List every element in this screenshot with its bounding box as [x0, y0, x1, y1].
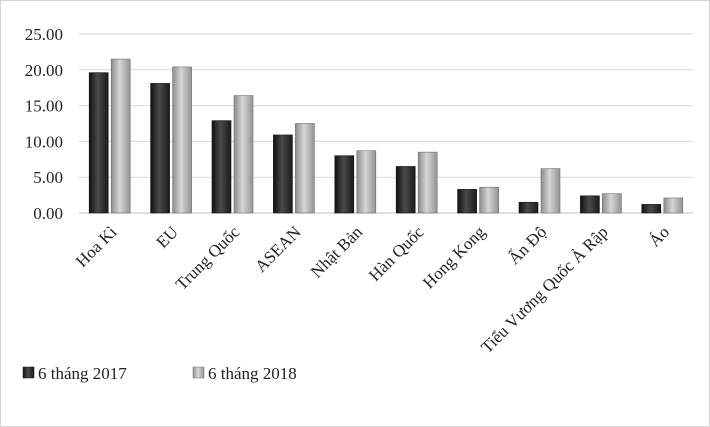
bar-series-1: [150, 83, 170, 214]
y-axis-tick-labels: 0.00 5.00 10.00 15.00 20.00 25.00: [25, 25, 63, 223]
x-category-label: Hong Kong: [419, 222, 489, 292]
bar-series-2: [356, 150, 377, 214]
bar-series-2: [172, 66, 192, 214]
x-category-label: ASEAN: [251, 222, 305, 276]
x-category-label: Trung Quốc: [172, 222, 244, 294]
gridlines: [79, 33, 693, 214]
y-tick-label: 20.00: [25, 61, 63, 80]
bar-series-1: [395, 166, 416, 214]
x-category-label: Hoa Kì: [72, 222, 121, 271]
x-category-label: EU: [152, 222, 181, 251]
bars: [88, 58, 684, 214]
bar-series-1: [334, 155, 355, 214]
legend-label-series-2: 6 tháng 2018: [208, 364, 297, 383]
y-tick-label: 0.00: [33, 204, 63, 223]
bar-series-2: [602, 193, 622, 214]
bar-series-2: [417, 151, 438, 214]
bar-series-1: [273, 134, 293, 214]
bar-series-2: [663, 197, 684, 214]
bar-series-1: [518, 201, 539, 214]
y-tick-label: 10.00: [25, 132, 63, 151]
x-category-label: Hàn Quốc: [365, 222, 428, 285]
bar-series-2: [233, 95, 254, 214]
y-tick-label: 5.00: [33, 168, 63, 187]
bar-series-2: [110, 58, 131, 214]
y-tick-label: 25.00: [25, 25, 63, 44]
x-category-label: Ấn Độ: [504, 222, 550, 268]
x-category-label: Nhật Bản: [307, 222, 367, 282]
bar-series-1: [457, 189, 477, 214]
legend-swatch-series-2: [192, 366, 205, 379]
bar-series-1: [580, 195, 600, 214]
legend-label-series-1: 6 tháng 2017: [38, 364, 127, 383]
x-category-label: Áo: [645, 222, 673, 250]
x-category-label: Tiểu Vương Quốc Ả Rập: [477, 222, 612, 357]
y-tick-label: 15.00: [25, 97, 63, 116]
bar-series-1: [641, 204, 662, 214]
legend-swatch-series-1: [22, 366, 35, 379]
legend: 6 tháng 2017 6 tháng 2018: [22, 364, 297, 383]
bar-series-1: [88, 72, 109, 214]
bar-series-2: [540, 168, 561, 214]
bar-series-2: [295, 123, 315, 214]
bar-series-1: [211, 120, 232, 214]
bar-series-2: [479, 186, 499, 214]
